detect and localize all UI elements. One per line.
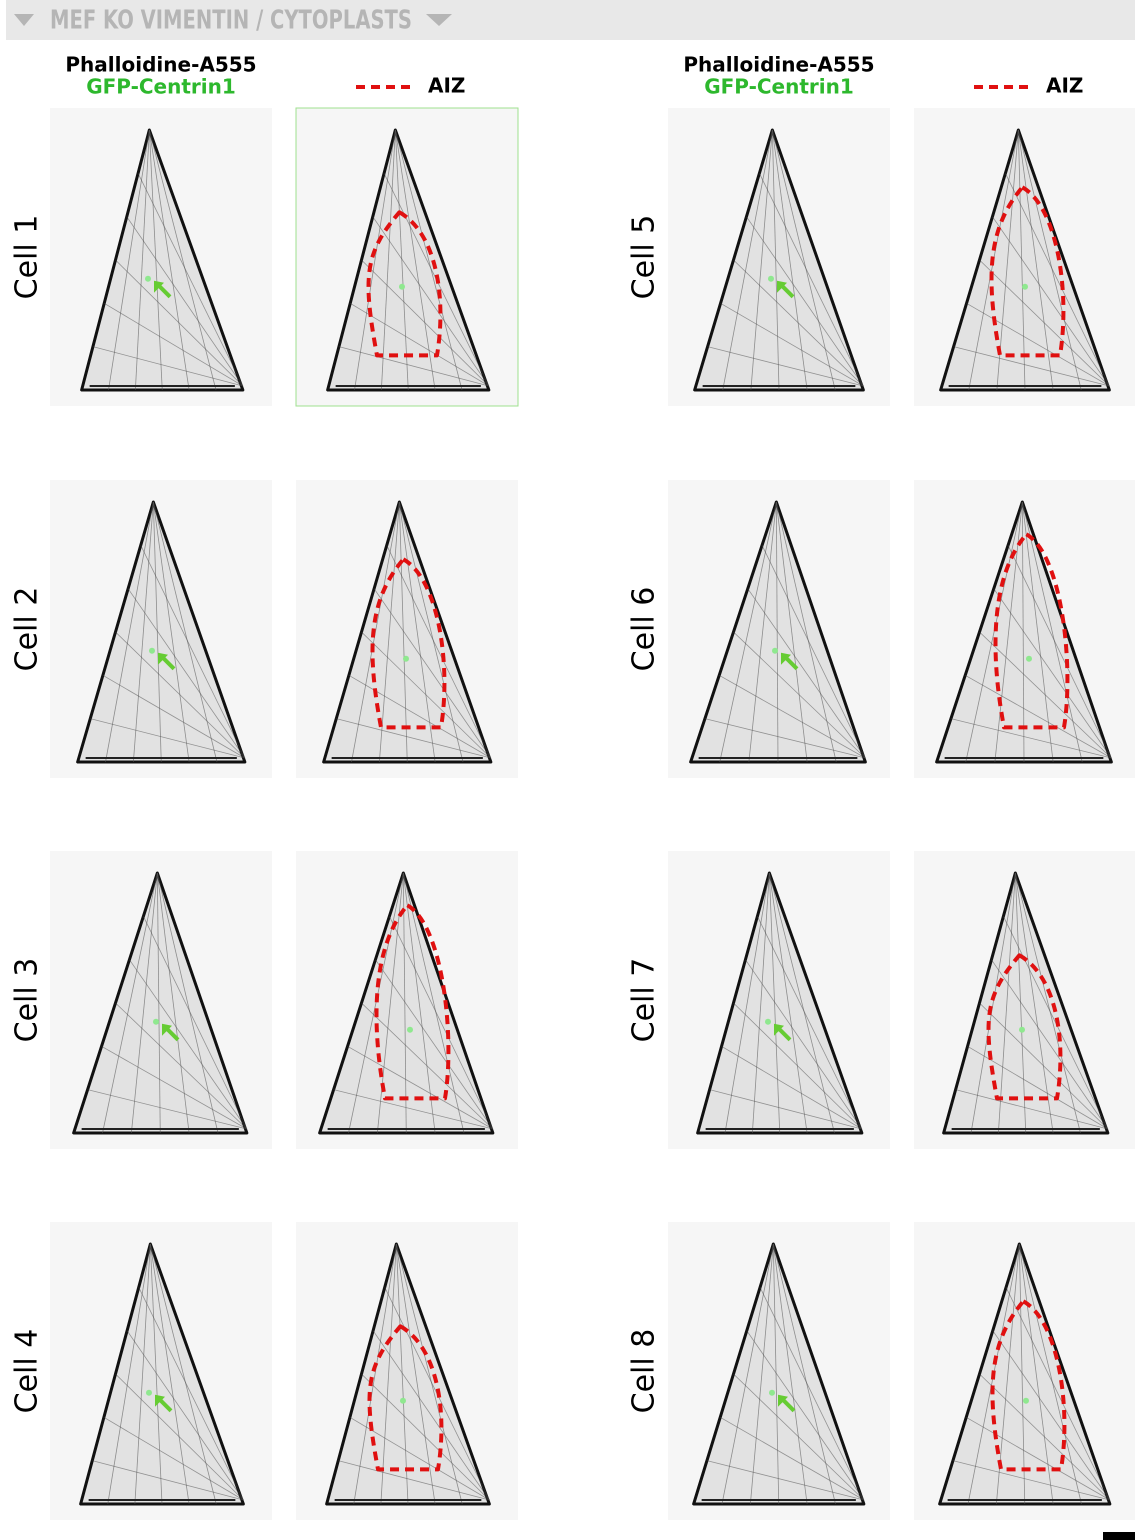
- centrosome: [399, 284, 405, 290]
- stain-label: GFP-Centrin1: [86, 75, 236, 99]
- stain-label: GFP-Centrin1: [704, 75, 854, 99]
- figure: MEF KO VIMENTIN / CYTOPLASTS Phalloidine…: [0, 0, 1135, 1540]
- stain-label: Phalloidine-A555: [683, 53, 874, 77]
- cell-label: Cell 7: [627, 958, 662, 1043]
- centrosome: [768, 276, 774, 282]
- centrosome: [403, 656, 409, 662]
- header-title: MEF KO VIMENTIN / CYTOPLASTS: [50, 6, 412, 36]
- centrosome: [400, 1398, 406, 1404]
- cell-label: Cell 4: [10, 1329, 45, 1414]
- cell-label: Cell 3: [10, 958, 45, 1043]
- centrosome: [145, 276, 151, 282]
- centrosome: [1023, 1398, 1029, 1404]
- cell-label: Cell 6: [627, 587, 662, 672]
- legend-label: AIZ: [1046, 74, 1083, 98]
- centrosome: [1026, 656, 1032, 662]
- centrosome: [765, 1019, 771, 1025]
- centrosome: [407, 1027, 413, 1033]
- scale-bar: [1103, 1532, 1135, 1540]
- legend-label: AIZ: [428, 74, 465, 98]
- cell-label: Cell 2: [10, 587, 45, 672]
- cell-label: Cell 1: [10, 215, 45, 300]
- centrosome: [1022, 284, 1028, 290]
- stain-label: Phalloidine-A555: [65, 53, 256, 77]
- centrosome: [146, 1390, 152, 1396]
- centrosome: [769, 1390, 775, 1396]
- page: MEF KO VIMENTIN / CYTOPLASTS Phalloidine…: [0, 0, 1135, 1540]
- cell-label: Cell 5: [627, 215, 662, 300]
- centrosome: [772, 648, 778, 654]
- cell-label: Cell 8: [627, 1329, 662, 1414]
- centrosome: [149, 648, 155, 654]
- centrosome: [153, 1019, 159, 1025]
- centrosome: [1019, 1027, 1025, 1033]
